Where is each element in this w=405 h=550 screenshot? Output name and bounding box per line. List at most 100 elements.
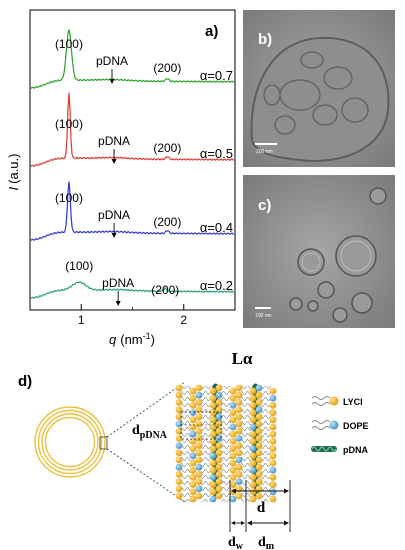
lycl-head: [249, 438, 257, 445]
dope-head: [255, 406, 263, 413]
lycl-head: [229, 445, 237, 452]
lycl-head: [175, 471, 183, 478]
dope-head: [229, 495, 237, 503]
lycl-head: [189, 438, 197, 445]
lycl-head: [269, 438, 277, 445]
lycl-head: [249, 409, 257, 416]
peak-label-100: (100): [55, 37, 83, 51]
lycl-head: [189, 445, 197, 452]
dpdna-box: [180, 411, 222, 440]
lycl-head: [175, 456, 183, 464]
lycl-head: [209, 466, 217, 474]
y-axis-label: I(a.u.): [6, 154, 21, 191]
lycl-head: [215, 463, 223, 471]
dope-head: [269, 394, 277, 402]
peak-label-pdna: pDNA: [98, 208, 130, 222]
series-3: (100) pDNA (200) α=0.2: [30, 259, 235, 306]
lycl-head: [269, 402, 277, 409]
dope-head: [255, 384, 263, 392]
legend-label-dope: DOPE: [343, 421, 369, 431]
lycl-head: [229, 474, 237, 481]
lycl-head: [175, 384, 183, 392]
aggregate-b: [250, 36, 390, 162]
series-line-0: [30, 29, 235, 89]
series-line-3: [30, 280, 235, 299]
lycl-head: [229, 416, 237, 424]
dope-head: [195, 391, 203, 399]
lycl-head: [235, 427, 243, 435]
lycl-head: [215, 485, 223, 493]
lycl-head: [249, 416, 257, 424]
lycl-head: [195, 406, 203, 413]
lycl-head: [249, 481, 257, 488]
dope-head: [235, 478, 243, 485]
lycl-head: [215, 456, 223, 464]
lycl-head: [175, 485, 183, 493]
lycl-head: [189, 423, 197, 431]
dope-head: [189, 409, 197, 416]
lycl-head: [229, 452, 237, 460]
lycl-head: [269, 452, 277, 460]
lycl-head: [195, 435, 203, 442]
x-tick-label: 2: [180, 313, 187, 327]
lycl-head: [229, 459, 237, 467]
lycl-head: [235, 442, 243, 449]
zoom-line-top: [106, 381, 186, 438]
lycl-head: [235, 471, 243, 478]
micrograph-b: b) 200 nm: [243, 10, 395, 167]
lycl-head: [255, 449, 263, 457]
lycl-head: [255, 485, 263, 493]
dope-head: [195, 485, 203, 493]
lycl-head: [249, 488, 257, 496]
lycl-head: [235, 492, 243, 500]
lycl-head: [175, 413, 183, 421]
lycl-head: [189, 488, 197, 496]
lycl-head: [209, 445, 217, 452]
dope-head: [235, 435, 243, 442]
lycl-head: [189, 474, 197, 481]
lycl-head: [195, 449, 203, 457]
traces-group: (100)pDNA (200) α=0.7(100)pDNA (200) α=0.5(1…: [30, 29, 235, 306]
panel-label-b: b): [258, 31, 272, 48]
lycl-head: [269, 423, 277, 431]
lycl-head: [255, 420, 263, 428]
lycl-head: [229, 394, 237, 402]
lycl-head: [235, 399, 243, 406]
lycl-head: [269, 481, 277, 488]
lycl-head: [209, 423, 217, 431]
lycl-head: [209, 402, 217, 409]
pdna-arrowhead: [111, 159, 117, 164]
lycl-head: [255, 435, 263, 442]
dope-head: [189, 430, 197, 438]
schematic-legend: LYCl DOPE pDNA: [311, 396, 369, 455]
lycl-head: [235, 420, 243, 428]
pdna-arrowhead: [111, 233, 117, 238]
micrograph-c: c) 100 nm: [243, 175, 395, 328]
lycl-head: [215, 449, 223, 457]
lycl-head: [189, 394, 197, 402]
lycl-head: [195, 399, 203, 406]
lycl-head: [229, 438, 237, 445]
lycl-head: [255, 478, 263, 485]
peak-label-pdna: pDNA: [98, 134, 130, 148]
dope-head: [249, 466, 257, 474]
lycl-head: [195, 492, 203, 500]
lycl-head: [195, 420, 203, 428]
dimension-arrows: [231, 488, 289, 526]
lipid-tails: [221, 386, 231, 502]
lycl-head: [255, 391, 263, 399]
lycl-head: [249, 402, 257, 409]
lycl-head: [235, 485, 243, 493]
lipid-tails: [261, 386, 271, 502]
peak-label-100: (100): [65, 259, 93, 273]
dope-head: [209, 452, 217, 460]
lycl-head: [215, 442, 223, 449]
schematic-d: d) Lα dpDNA d: [18, 349, 369, 550]
series-0: (100) pDNA (200) α=0.7: [30, 29, 235, 89]
dope-head: [269, 466, 277, 474]
scale-label-b: 200 nm: [256, 149, 273, 155]
lycl-head: [209, 430, 217, 438]
zoom-box: [99, 436, 108, 450]
dope-lipid-icon: [311, 420, 339, 430]
dope-head: [175, 442, 183, 449]
